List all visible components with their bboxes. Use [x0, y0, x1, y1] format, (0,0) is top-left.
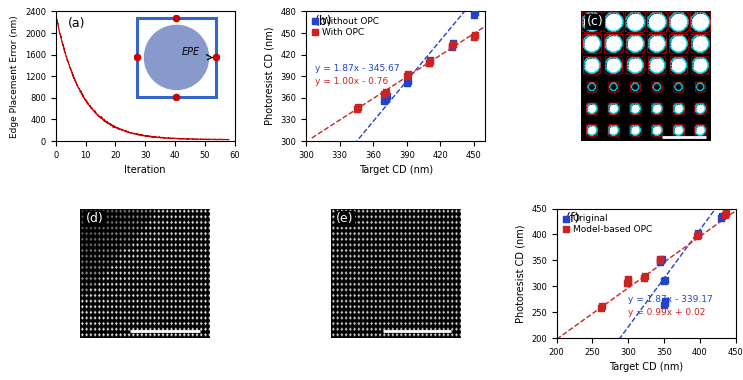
Model-based OPC: [692, 231, 704, 237]
Without OPC: [378, 98, 390, 104]
Without OPC: [401, 81, 413, 87]
Original: [659, 301, 671, 307]
Y-axis label: Photoresist CD (nm): Photoresist CD (nm): [516, 224, 525, 323]
Model-based OPC: [622, 277, 634, 283]
Original: [655, 257, 667, 263]
Model-based OPC: [655, 256, 666, 262]
Original: [692, 230, 704, 236]
Without OPC: [424, 60, 435, 66]
Model-based OPC: [638, 274, 650, 280]
Text: (c): (c): [586, 15, 603, 28]
With OPC: [424, 60, 435, 66]
With OPC: [469, 32, 481, 38]
With OPC: [402, 71, 414, 77]
With OPC: [424, 58, 436, 64]
Legend: Original, Model-based OPC: Original, Model-based OPC: [561, 213, 653, 234]
X-axis label: Iteration: Iteration: [124, 165, 166, 175]
Y-axis label: Edge Placement Error (nm): Edge Placement Error (nm): [10, 15, 19, 138]
Text: (f): (f): [565, 212, 580, 225]
Without OPC: [468, 12, 480, 18]
Legend: Without OPC, With OPC: Without OPC, With OPC: [311, 16, 380, 38]
Text: y = 1.87x - 345.67: y = 1.87x - 345.67: [315, 64, 400, 73]
With OPC: [351, 106, 363, 112]
Model-based OPC: [595, 304, 607, 310]
Without OPC: [402, 78, 414, 84]
With OPC: [401, 73, 413, 79]
Text: y = 1.00x - 0.76: y = 1.00x - 0.76: [315, 77, 389, 86]
Without OPC: [380, 96, 392, 102]
Text: (b): (b): [315, 15, 333, 28]
With OPC: [380, 89, 392, 95]
Model-based OPC: [623, 276, 635, 282]
With OPC: [447, 41, 458, 47]
Without OPC: [446, 44, 458, 51]
Original: [660, 298, 672, 304]
With OPC: [468, 34, 480, 40]
Model-based OPC: [719, 212, 731, 218]
Model-based OPC: [621, 280, 633, 286]
Model-based OPC: [691, 233, 703, 239]
With OPC: [378, 91, 390, 97]
Model-based OPC: [596, 303, 608, 309]
Original: [692, 232, 704, 238]
X-axis label: Target CD (nm): Target CD (nm): [609, 363, 683, 372]
X-axis label: Target CD (nm): Target CD (nm): [359, 165, 432, 175]
With OPC: [446, 43, 458, 49]
Without OPC: [469, 9, 481, 15]
Text: (e): (e): [336, 212, 354, 225]
Original: [656, 256, 668, 262]
Original: [655, 259, 666, 265]
Without OPC: [424, 57, 436, 63]
Y-axis label: Photoresist CD (nm): Photoresist CD (nm): [265, 27, 275, 125]
Without OPC: [380, 93, 392, 100]
Original: [716, 215, 727, 221]
Text: (a): (a): [68, 17, 85, 30]
Text: y = 0.99x + 0.02: y = 0.99x + 0.02: [629, 308, 706, 317]
Original: [658, 278, 670, 284]
Model-based OPC: [720, 210, 732, 216]
Original: [716, 213, 728, 219]
Without OPC: [447, 40, 458, 46]
Text: y = 1.87x - 339.17: y = 1.87x - 339.17: [629, 295, 713, 304]
Original: [659, 277, 671, 283]
Text: (d): (d): [85, 212, 103, 225]
Original: [658, 302, 670, 308]
With OPC: [351, 104, 363, 110]
Model-based OPC: [654, 257, 666, 263]
Model-based OPC: [639, 273, 651, 279]
